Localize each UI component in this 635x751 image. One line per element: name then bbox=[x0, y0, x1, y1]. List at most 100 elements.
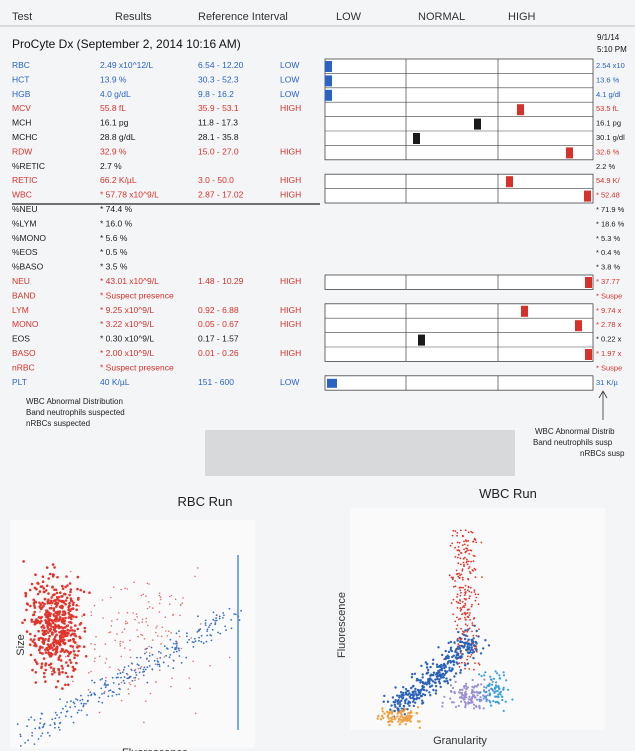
result: * 5.6 % bbox=[100, 233, 128, 243]
scatter-dot bbox=[211, 640, 213, 642]
scatter-dot bbox=[51, 619, 54, 622]
side-note: nRBCs susp bbox=[580, 449, 625, 458]
result: 66.2 K/µL bbox=[100, 175, 137, 185]
scatter-dot bbox=[53, 644, 56, 647]
scatter-dot bbox=[169, 596, 171, 598]
scatter-dot bbox=[167, 648, 169, 650]
scatter-dot bbox=[461, 662, 463, 664]
scatter-dot bbox=[473, 704, 475, 706]
scatter-dot bbox=[475, 542, 477, 544]
scatter-dot bbox=[472, 624, 474, 626]
flag: HIGH bbox=[280, 319, 301, 329]
scatter-dot bbox=[148, 583, 150, 585]
scatter-dot bbox=[176, 632, 178, 634]
scatter-dot bbox=[453, 655, 455, 657]
scatter-dot bbox=[120, 589, 122, 591]
scatter-dot bbox=[212, 629, 214, 631]
scatter-dot bbox=[484, 695, 486, 697]
result: * 16.0 % bbox=[100, 218, 133, 228]
scatter-dot bbox=[143, 669, 145, 671]
scatter-dot bbox=[78, 645, 80, 647]
scatter-dot bbox=[80, 695, 82, 697]
scatter-dot bbox=[465, 598, 467, 600]
scatter-dot bbox=[188, 639, 190, 641]
scatter-dot bbox=[57, 680, 60, 683]
scatter-dot bbox=[432, 674, 434, 676]
scatter-dot bbox=[402, 692, 404, 694]
scatter-dot bbox=[437, 672, 439, 674]
scatter-dot bbox=[73, 656, 76, 659]
scatter-dot bbox=[413, 698, 415, 700]
scatter-dot bbox=[206, 630, 208, 632]
scatter-dot bbox=[193, 641, 195, 643]
scatter-dot bbox=[467, 625, 469, 627]
scatter-dot bbox=[46, 566, 49, 569]
scatter-dot bbox=[74, 703, 76, 705]
scatter-dot bbox=[454, 692, 456, 694]
scatter-dot bbox=[445, 650, 447, 652]
scatter-dot bbox=[157, 635, 159, 637]
scatter-dot bbox=[134, 680, 136, 682]
scatter-dot bbox=[469, 612, 471, 614]
scatter-dot bbox=[383, 712, 385, 714]
scatter-dot bbox=[475, 593, 477, 595]
scatter-dot bbox=[460, 592, 462, 594]
scatter-dot bbox=[171, 595, 173, 597]
scatter-dot bbox=[62, 632, 65, 635]
scatter-dot bbox=[194, 638, 196, 640]
scatter-dot bbox=[185, 657, 187, 659]
scatter-dot bbox=[34, 719, 36, 721]
flag: HIGH bbox=[280, 175, 301, 185]
scatter-dot bbox=[442, 676, 444, 678]
scatter-dot bbox=[116, 633, 118, 635]
side-result: * 1.97 x bbox=[596, 349, 622, 358]
scatter-dot bbox=[87, 695, 89, 697]
scatter-dot bbox=[72, 604, 75, 607]
scatter-dot bbox=[461, 552, 463, 554]
scatter-dot bbox=[186, 632, 188, 634]
scatter-dot bbox=[496, 672, 498, 674]
scatter-dot bbox=[124, 676, 126, 678]
flag: LOW bbox=[280, 377, 299, 387]
scatter-dot bbox=[456, 532, 458, 534]
scatter-dot bbox=[454, 651, 456, 653]
scatter-dot bbox=[111, 620, 113, 622]
scatter-dot bbox=[66, 629, 69, 632]
scatter-dot bbox=[452, 535, 454, 537]
scatter-dot bbox=[198, 630, 200, 632]
scatter-dot bbox=[47, 592, 50, 595]
scatter-dot bbox=[181, 662, 183, 664]
result: * 0.5 % bbox=[100, 247, 128, 257]
scatter-dot bbox=[159, 592, 161, 594]
scatter-dot bbox=[173, 651, 175, 653]
scatter-dot bbox=[68, 594, 71, 597]
scatter-dot bbox=[39, 722, 41, 724]
scatter-dot bbox=[448, 642, 450, 644]
test-name: MCHC bbox=[12, 132, 38, 142]
scatter-dot bbox=[457, 645, 459, 647]
scatter-dot bbox=[145, 618, 147, 620]
scatter-dot bbox=[73, 635, 75, 637]
reference: 6.54 - 12.20 bbox=[198, 60, 244, 70]
scatter-dot bbox=[25, 592, 28, 595]
scatter-dot bbox=[456, 628, 458, 630]
scatter-dot bbox=[464, 606, 466, 608]
scatter-dot bbox=[134, 670, 136, 672]
scatter-dot bbox=[410, 720, 412, 722]
side-date: 9/1/14 bbox=[597, 33, 620, 42]
scatter-dot bbox=[55, 712, 57, 714]
scatter-dot bbox=[501, 696, 503, 698]
scatter-dot bbox=[462, 587, 464, 589]
side-result: 31 K/µ bbox=[596, 378, 619, 387]
scatter-dot bbox=[160, 652, 162, 654]
scatter-dot bbox=[157, 658, 159, 660]
scatter-dot bbox=[101, 693, 103, 695]
scatter-dot bbox=[235, 614, 237, 616]
scatter-dot bbox=[117, 673, 119, 675]
scatter-dot bbox=[394, 701, 396, 703]
scatter-dot bbox=[152, 607, 154, 609]
plot-y-label: Size bbox=[15, 634, 27, 655]
scatter-dot bbox=[88, 689, 90, 691]
scatter-dot bbox=[73, 648, 75, 650]
scatter-dot bbox=[47, 599, 50, 602]
